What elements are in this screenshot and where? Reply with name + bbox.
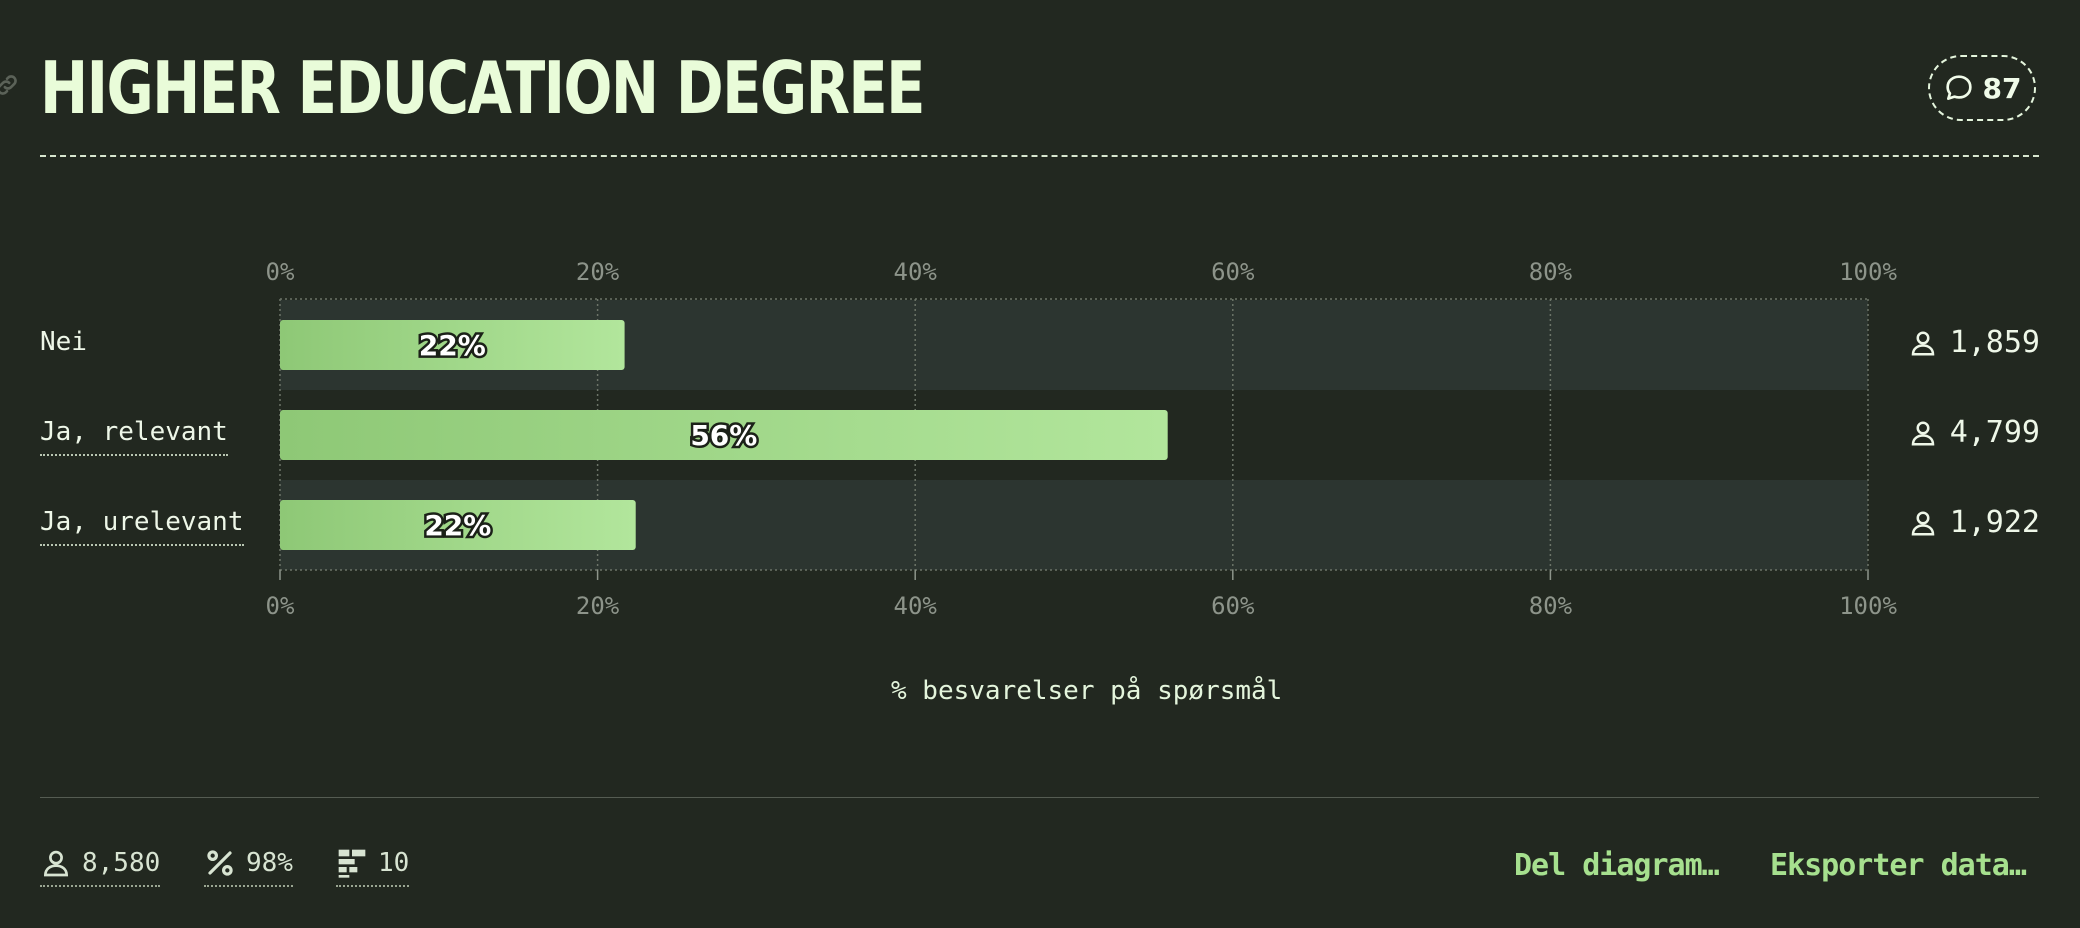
x-tick-label-top: 80% — [1529, 258, 1573, 286]
category-label[interactable]: Ja, urelevant — [40, 506, 244, 546]
page-title: HIGHER EDUCATION DEGREE — [40, 46, 925, 130]
bar-value-label: 22% — [424, 509, 491, 542]
header-divider — [40, 155, 2039, 157]
x-tick-label-bottom: 100% — [1839, 592, 1897, 620]
bar[interactable] — [280, 410, 1168, 460]
x-tick-label-top: 60% — [1211, 258, 1255, 286]
x-tick-label-bottom: 60% — [1211, 592, 1255, 620]
response-rate-value: 98% — [246, 848, 293, 878]
bar-value-label: 56% — [690, 419, 757, 452]
respondents-stat[interactable]: 8,580 — [40, 843, 161, 887]
person-icon — [1911, 331, 1934, 355]
link-icon[interactable] — [0, 72, 20, 98]
percent-icon — [207, 850, 233, 876]
x-tick-label-bottom: 20% — [576, 592, 620, 620]
x-tick-label-bottom: 80% — [1529, 592, 1573, 620]
survey-structure-icon — [338, 849, 366, 878]
export-data-link[interactable]: Eksporter data… — [1770, 848, 2027, 883]
x-tick-label-top: 40% — [894, 258, 938, 286]
respondents-value: 8,580 — [82, 848, 161, 878]
respondent-count: 1,859 — [1908, 325, 2040, 360]
questions-value: 10 — [378, 848, 410, 878]
person-icon — [43, 850, 69, 877]
comments-button[interactable]: 87 — [1928, 55, 2036, 121]
respondent-count-value: 4,799 — [1949, 415, 2040, 450]
x-tick-label-top: 0% — [266, 258, 295, 286]
x-tick-label-bottom: 40% — [894, 592, 938, 620]
x-tick-label-top: 20% — [576, 258, 620, 286]
x-axis-title: % besvarelser på spørsmål — [891, 676, 1283, 706]
share-chart-link[interactable]: Del diagram… — [1514, 848, 1720, 883]
bar-chart: 22% 56% 22% 0% 20% 40% 60% 80% 100% 0% 20% 40% 60%… — [266, 258, 1898, 620]
response-rate-stat[interactable]: 98% — [204, 843, 293, 887]
x-tick-label-top: 100% — [1839, 258, 1897, 286]
respondent-count: 1,922 — [1908, 505, 2040, 540]
person-icon — [1911, 421, 1934, 445]
bar-value-label: 22% — [419, 329, 486, 362]
person-icon — [1911, 511, 1934, 535]
category-label: Nei — [40, 327, 87, 357]
bar[interactable] — [280, 320, 625, 370]
questions-stat[interactable]: 10 — [336, 843, 410, 887]
speech-bubble-icon — [1945, 75, 1972, 100]
comment-count: 87 — [1982, 71, 2022, 105]
x-tick-label-bottom: 0% — [266, 592, 295, 620]
respondent-count: 4,799 — [1908, 415, 2040, 450]
respondent-count-value: 1,922 — [1949, 505, 2040, 540]
bar[interactable] — [280, 500, 636, 550]
footer-divider — [40, 797, 2039, 798]
respondent-count-value: 1,859 — [1949, 325, 2040, 360]
category-label[interactable]: Ja, relevant — [40, 416, 228, 456]
